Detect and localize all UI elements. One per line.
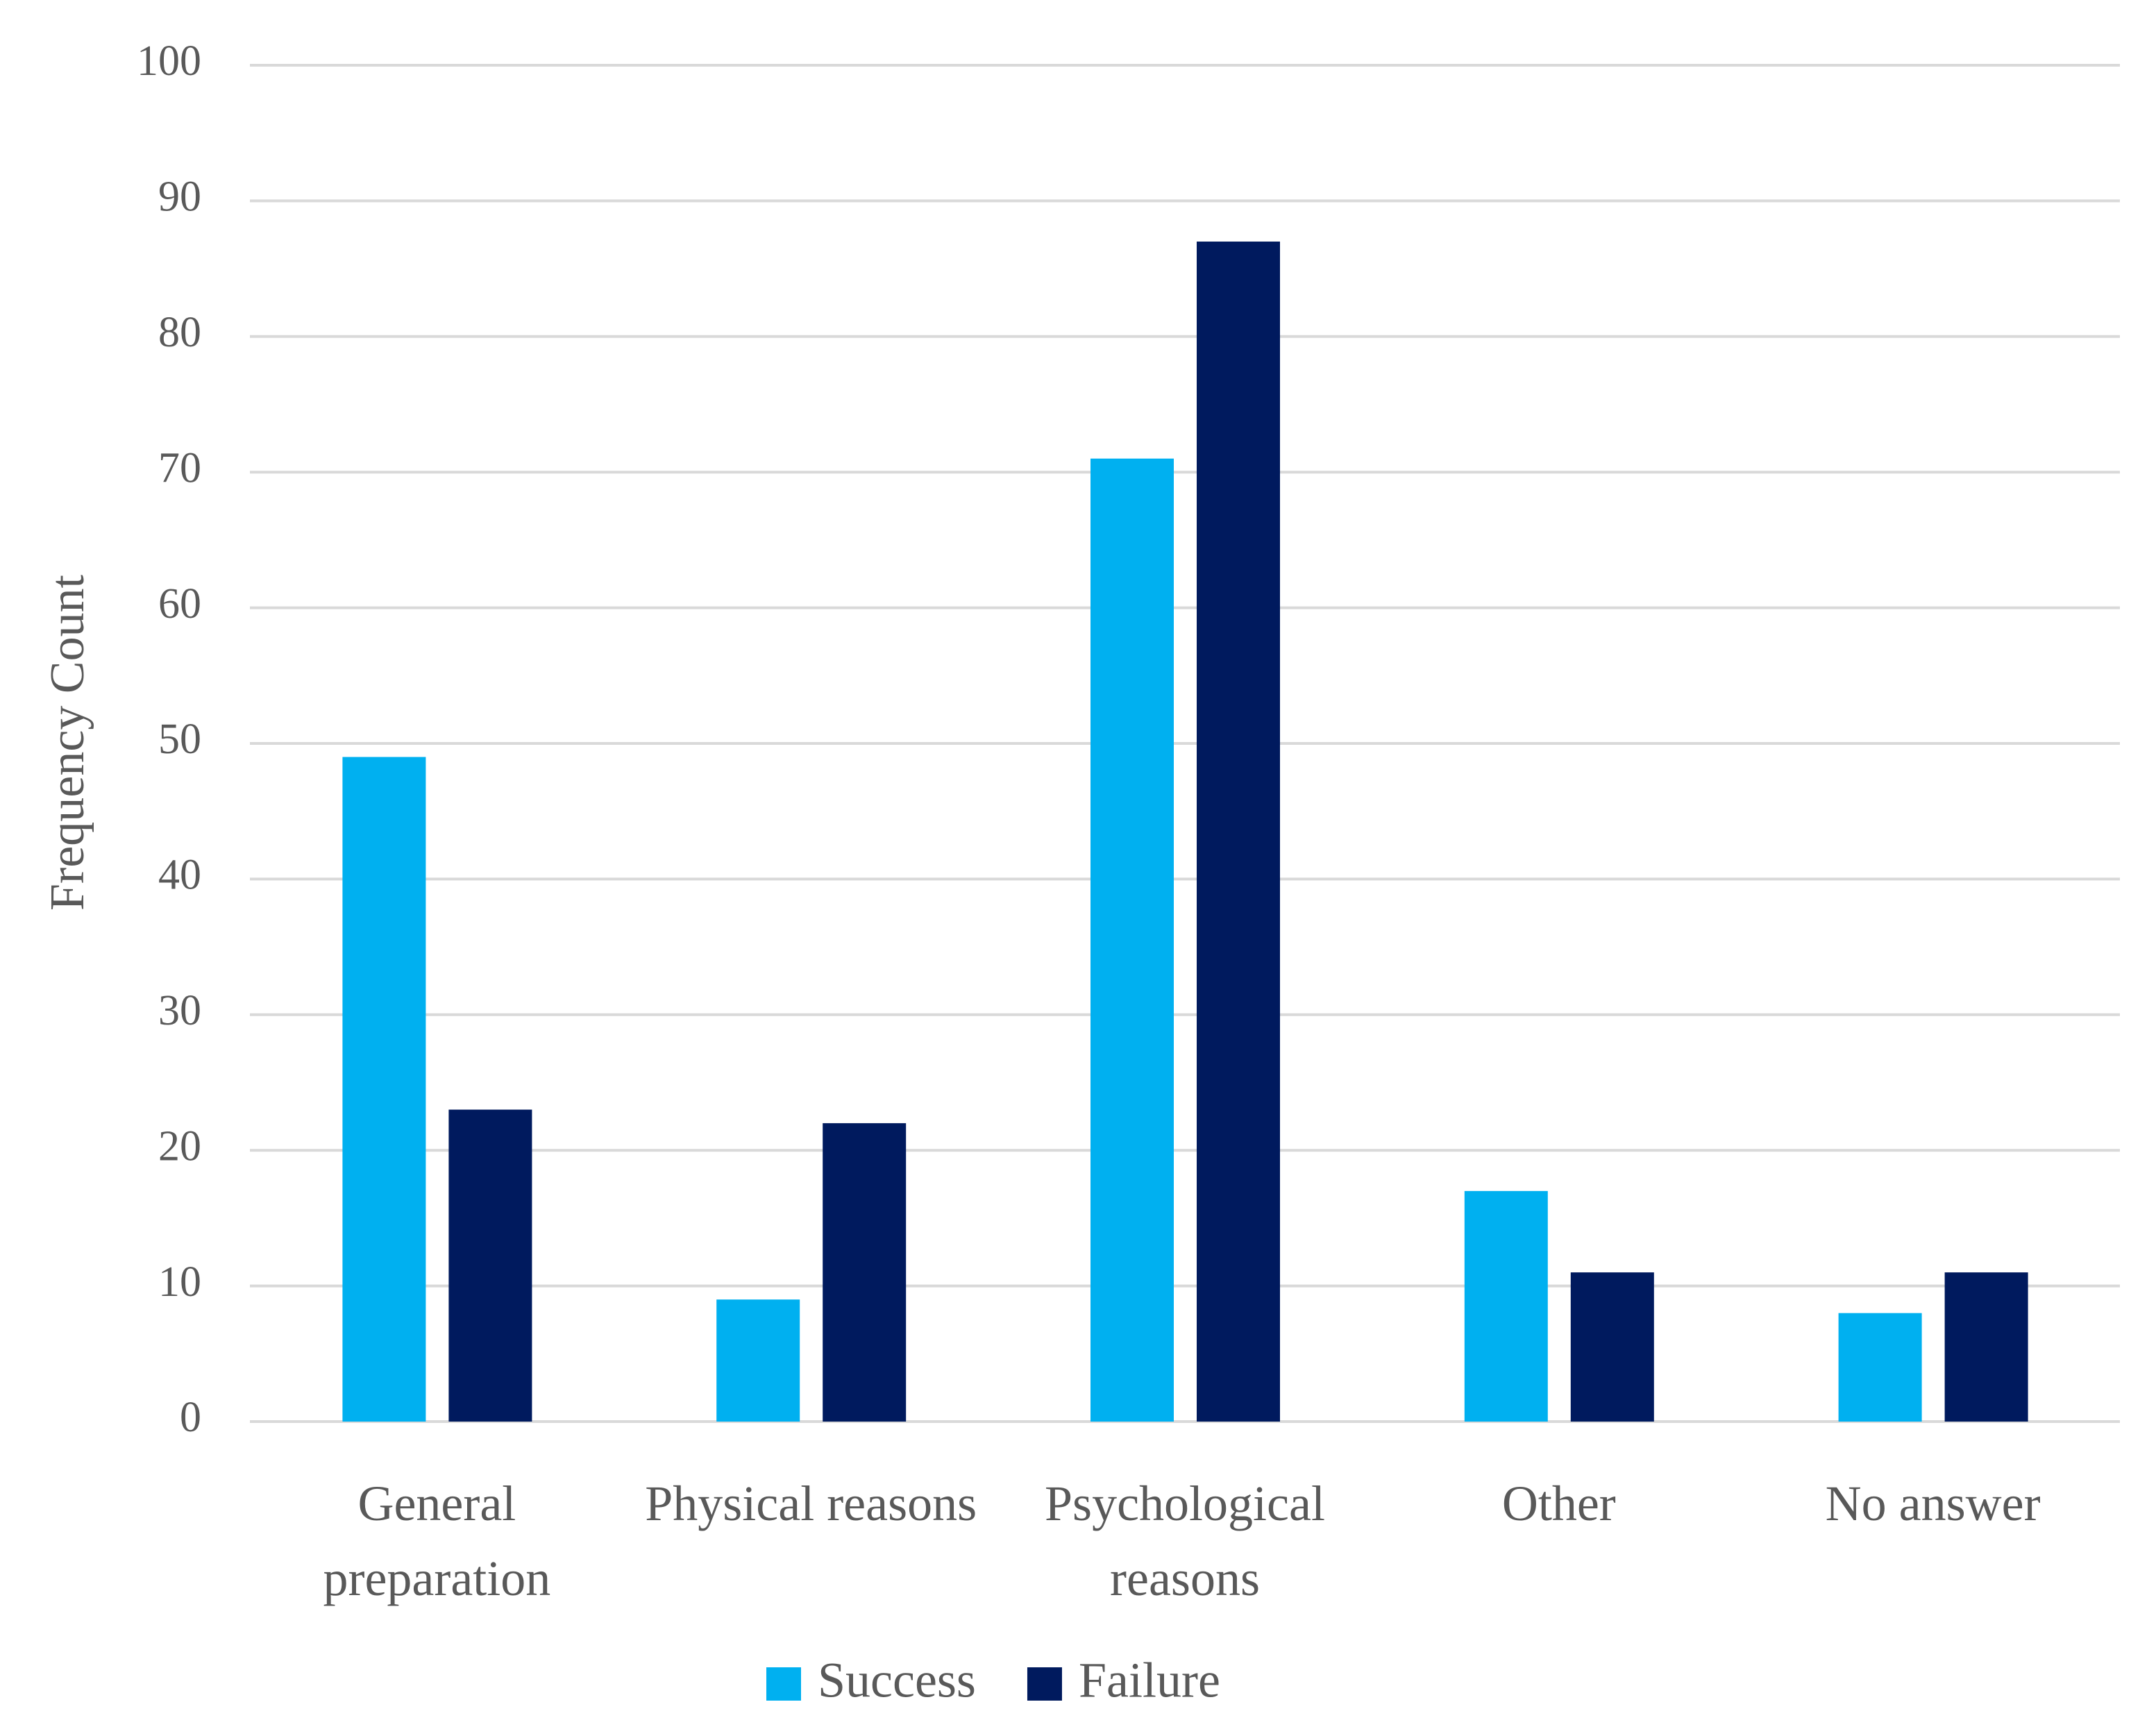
y-tick-label: 70 (158, 444, 201, 491)
x-tick-label: Psychological reasons (1045, 1476, 1325, 1606)
bar (1090, 458, 1174, 1422)
y-tick-label: 100 (137, 37, 201, 85)
x-tick-label: Other (1501, 1476, 1616, 1531)
legend-label: Failure (1079, 1653, 1220, 1708)
x-tick-label: No answer (1825, 1476, 2041, 1531)
y-tick-label: 90 (158, 174, 201, 221)
y-tick-label: 80 (158, 309, 201, 356)
bar (1944, 1272, 2028, 1422)
legend-swatch (1027, 1667, 1062, 1701)
bar (342, 757, 426, 1422)
legend-swatch (766, 1667, 801, 1701)
bar (716, 1299, 800, 1422)
y-tick-label: 30 (158, 987, 201, 1034)
bar (1570, 1272, 1654, 1422)
bar (448, 1109, 532, 1422)
y-tick-label: 0 (180, 1394, 201, 1441)
legend-label: Success (818, 1653, 976, 1708)
bar (823, 1123, 907, 1422)
bar (1838, 1313, 1922, 1422)
bar (1464, 1190, 1548, 1422)
y-axis-title: Frequency Count (41, 574, 94, 911)
y-tick-label: 50 (158, 716, 201, 763)
x-tick-label: Physical reasons (645, 1476, 977, 1531)
bar (1197, 242, 1280, 1422)
x-tick-label: General preparation (323, 1476, 551, 1606)
y-tick-label: 40 (158, 852, 201, 899)
y-tick-label: 60 (158, 580, 201, 627)
y-tick-label: 20 (158, 1122, 201, 1170)
y-tick-label: 10 (158, 1258, 201, 1306)
